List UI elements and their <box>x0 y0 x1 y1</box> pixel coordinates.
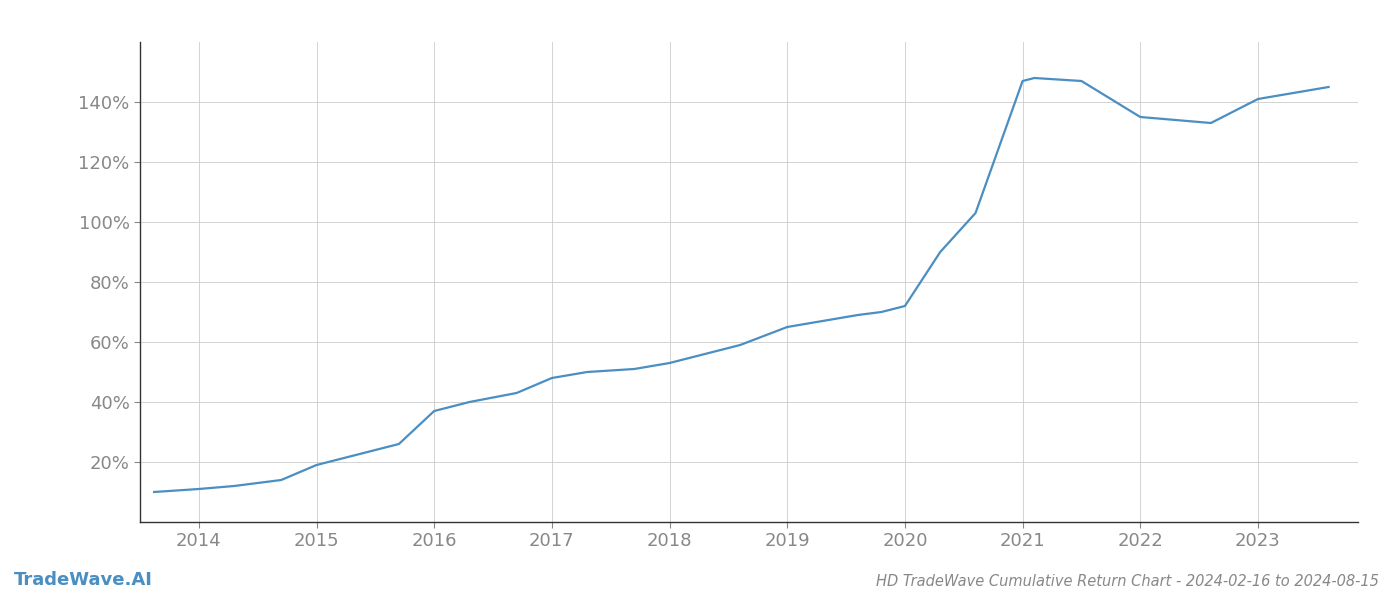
Text: HD TradeWave Cumulative Return Chart - 2024-02-16 to 2024-08-15: HD TradeWave Cumulative Return Chart - 2… <box>876 574 1379 589</box>
Text: TradeWave.AI: TradeWave.AI <box>14 571 153 589</box>
